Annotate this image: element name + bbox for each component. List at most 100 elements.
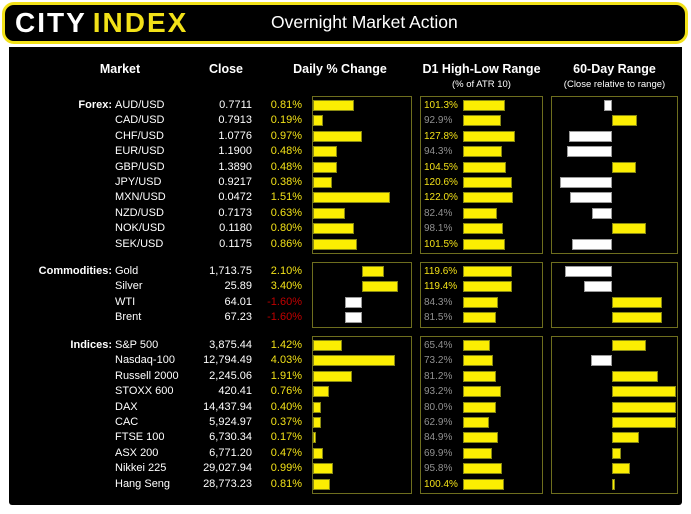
market-name: ASX 200 <box>115 446 159 459</box>
market-name: CAD/USD <box>115 114 165 127</box>
close-value: 1,713.75 <box>209 265 252 277</box>
atr-range-value: 94.3% <box>424 146 453 158</box>
daily-change-panel <box>312 262 412 328</box>
atr-range-value: 65.4% <box>424 340 453 351</box>
daily-change-bar <box>313 355 396 367</box>
atr-range-panel: 119.6% 119.4% 84.3% 81.5% <box>420 262 543 328</box>
range60-bar <box>612 161 636 173</box>
atr-range-bar <box>463 146 502 158</box>
range60-panel <box>551 262 678 328</box>
city-index-logo: CITY INDEX <box>15 7 188 39</box>
column-header-d1-range: D1 High-Low Range <box>422 62 541 76</box>
range60-bar <box>612 401 676 413</box>
market-table: 101.3% 92.9% 127.8% 94.3% 104.5% 120.6% 122.0%… <box>9 47 682 505</box>
daily-change-bar <box>313 207 346 219</box>
daily-change-bar <box>313 192 390 204</box>
close-value: 0.7711 <box>219 99 252 111</box>
market-name: Russell 2000 <box>115 369 179 382</box>
close-value: 1.0776 <box>218 129 252 142</box>
close-value: 420.41 <box>218 385 252 398</box>
atr-range-value: 119.6% <box>424 266 458 277</box>
column-header-60day: 60-Day Range <box>573 62 656 76</box>
atr-range-bar <box>463 266 513 277</box>
close-value: 3,875.44 <box>209 339 252 351</box>
range60-bar <box>612 386 676 398</box>
daily-change-value: 0.81% <box>270 99 302 111</box>
close-value: 6,771.20 <box>209 446 252 459</box>
atr-range-value: 122.0% <box>424 192 458 204</box>
daily-change-bar <box>313 463 334 475</box>
market-name: EUR/USD <box>115 145 165 158</box>
range60-bar <box>560 177 612 188</box>
atr-range-bar <box>463 340 490 351</box>
daily-change-bar <box>313 432 317 444</box>
atr-range-value: 81.5% <box>424 312 453 324</box>
range60-bar <box>572 238 612 250</box>
market-name: NOK/USD <box>115 222 166 235</box>
close-value: 29,027.94 <box>203 462 252 475</box>
atr-range-bar <box>463 161 506 173</box>
market-name: DAX <box>115 400 138 413</box>
close-value: 12,794.49 <box>203 354 252 367</box>
market-name: Silver <box>115 280 143 293</box>
daily-change-value: 0.63% <box>270 206 302 219</box>
daily-change-bar <box>313 223 354 235</box>
atr-range-value: 95.8% <box>424 463 453 475</box>
atr-range-bar <box>463 432 498 444</box>
daily-change-value: 0.86% <box>270 237 302 250</box>
column-header-market: Market <box>99 62 141 76</box>
daily-change-value: 0.40% <box>270 400 302 413</box>
range60-bar <box>591 355 612 367</box>
close-value: 64.01 <box>224 295 252 308</box>
daily-change-value: 0.80% <box>270 222 302 235</box>
atr-range-bar <box>463 312 497 324</box>
range60-bar <box>612 312 662 324</box>
range60-bar <box>612 115 637 127</box>
daily-change-bar <box>313 100 355 111</box>
market-name: NZD/USD <box>115 206 164 219</box>
daily-change-bar <box>313 115 323 127</box>
daily-change-value: -1.60% <box>267 311 302 324</box>
daily-change-bar <box>362 266 385 277</box>
daily-change-value: 0.76% <box>270 385 302 398</box>
section-label: Indices: <box>70 339 112 351</box>
market-name: Gold <box>115 265 139 277</box>
close-value: 1.3890 <box>218 160 252 173</box>
daily-change-bar <box>345 296 362 308</box>
market-name: CAC <box>115 416 139 428</box>
atr-range-value: 80.0% <box>424 401 453 413</box>
market-name: S&P 500 <box>115 339 159 351</box>
close-value: 0.1180 <box>219 222 252 235</box>
atr-range-value: 119.4% <box>424 281 458 293</box>
market-name: JPY/USD <box>115 176 162 188</box>
market-name: SEK/USD <box>115 237 164 250</box>
daily-change-value: 4.03% <box>270 354 302 367</box>
daily-change-value: 0.48% <box>270 160 302 173</box>
atr-range-bar <box>463 417 489 428</box>
range60-bar <box>612 296 662 308</box>
close-value: 0.7173 <box>218 206 252 219</box>
close-value: 0.9217 <box>218 176 252 188</box>
daily-change-bar <box>313 447 323 459</box>
daily-change-value: 0.37% <box>270 416 302 428</box>
logo-index: INDEX <box>92 7 189 38</box>
atr-range-bar <box>463 207 497 219</box>
market-name: GBP/USD <box>115 160 165 173</box>
atr-range-value: 62.9% <box>424 417 453 428</box>
column-subheader-atr: (% of ATR 10) <box>452 79 511 90</box>
close-value: 0.0472 <box>218 191 252 204</box>
close-value: 25.89 <box>224 280 252 293</box>
atr-range-value: 69.9% <box>424 447 453 459</box>
atr-range-value: 104.5% <box>424 161 458 173</box>
range60-panel <box>551 336 678 494</box>
daily-change-value: 2.10% <box>270 265 302 277</box>
atr-range-value: 100.4% <box>424 478 458 490</box>
atr-range-value: 73.2% <box>424 355 453 367</box>
range60-bar <box>612 223 646 235</box>
market-name: STOXX 600 <box>115 385 174 398</box>
atr-range-panel: 65.4% 73.2% 81.2% 93.2% 80.0% 62.9% 84.9% 69.9%… <box>420 336 543 494</box>
atr-range-bar <box>463 100 505 111</box>
daily-change-value: 0.19% <box>270 114 302 127</box>
range60-bar <box>612 370 658 382</box>
range60-bar <box>604 100 612 111</box>
